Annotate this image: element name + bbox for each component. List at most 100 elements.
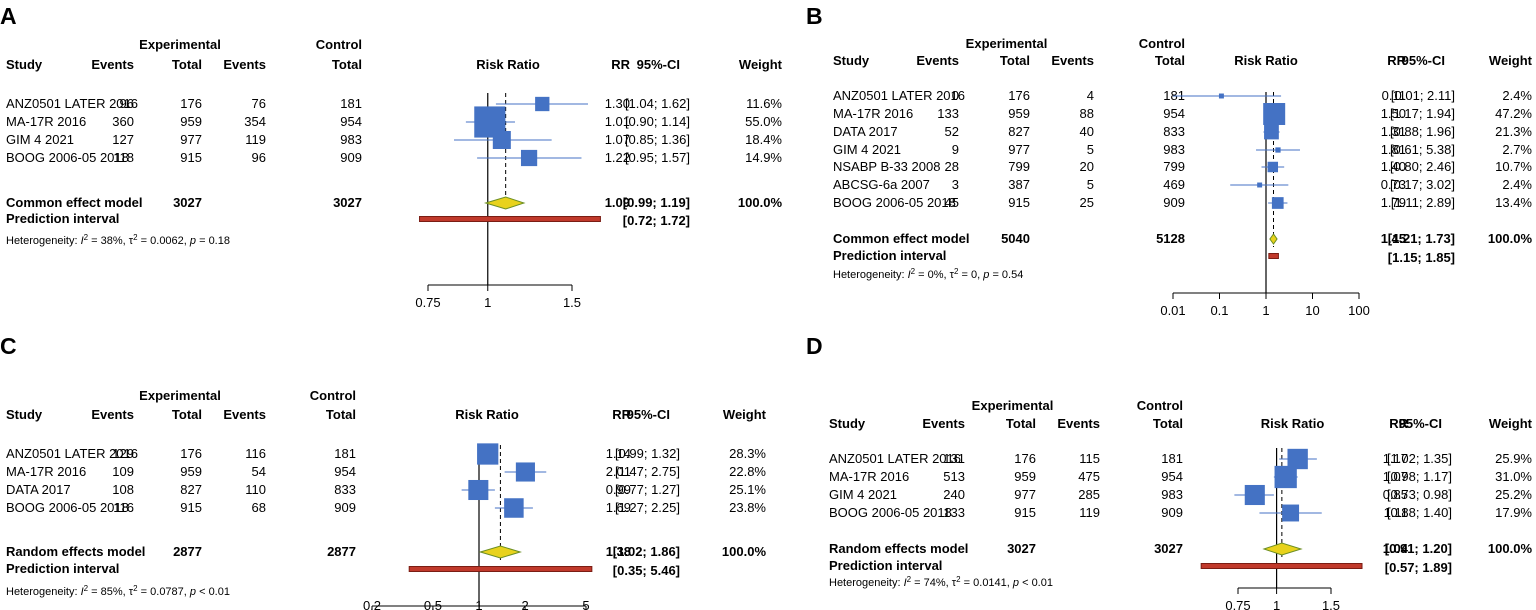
rr-value: 1.50 [1381, 106, 1406, 121]
effect-square [1263, 103, 1286, 125]
exp-total: 799 [1008, 159, 1030, 174]
ci-value: [0.01; 2.11] [1391, 88, 1455, 103]
effect-square [515, 462, 535, 482]
weight-value: 21.3% [1495, 124, 1532, 139]
heterogeneity-text: Heterogeneity: I2 = 74%, τ2 = 0.0141, p … [829, 575, 1053, 590]
weight-value: 47.2% [1495, 106, 1532, 121]
heterogeneity-part: 2 [133, 233, 138, 242]
ci-value: [1.47; 2.75] [615, 464, 680, 479]
x-tick-label: 10 [1305, 303, 1319, 318]
rr-value: 1.11 [1384, 505, 1408, 520]
prediction-interval-bar [1268, 253, 1279, 259]
ctl-total: 983 [340, 132, 362, 147]
exp-total: 959 [180, 464, 202, 479]
panel-letter: D [806, 333, 823, 359]
study-name: MA-17R 2016 [6, 114, 86, 129]
study-name: GIM 4 2021 [6, 132, 74, 147]
study-name: MA-17R 2016 [6, 464, 86, 479]
pooled-rr: 1.04 [1383, 541, 1409, 556]
heterogeneity-part: I [904, 577, 907, 589]
header-study: Study [6, 57, 43, 72]
header-ctl-total: Total [1153, 416, 1183, 431]
exp-total: 387 [1008, 177, 1030, 192]
header-exp-events: Events [91, 407, 134, 422]
x-tick-label: 2 [521, 598, 528, 610]
prediction-interval-bar [1200, 563, 1363, 569]
pooled-ci: [0.99; 1.19] [623, 195, 690, 210]
exp-events: 108 [112, 482, 134, 497]
exp-events: 116 [113, 500, 134, 515]
exp-events: 9 [952, 142, 959, 157]
ci-value: [1.17; 1.94] [1390, 106, 1455, 121]
weight-value: 13.4% [1495, 195, 1532, 210]
x-tick-label: 1 [1273, 598, 1280, 610]
rr-value: 0.99 [606, 482, 631, 497]
x-tick-label: 0.1 [1210, 303, 1228, 318]
weight-value: 2.7% [1502, 142, 1532, 157]
weight-value: 25.1% [729, 482, 766, 497]
prediction-interval-bar [408, 566, 593, 572]
effect-square [1287, 448, 1308, 470]
exp-total: 827 [1008, 124, 1030, 139]
heterogeneity-part: τ [129, 586, 134, 598]
ci-value: [0.95; 1.57] [625, 150, 690, 165]
exp-events: 45 [945, 195, 959, 210]
x-tick-label: 0.75 [1225, 598, 1250, 610]
ctl-total: 983 [1163, 142, 1185, 157]
exp-events: 133 [937, 106, 959, 121]
heterogeneity-part: < 0.01 [196, 586, 230, 598]
ctl-total: 983 [1161, 487, 1183, 502]
ci-value: [0.90; 1.14] [625, 114, 690, 129]
ctl-events: 76 [252, 96, 266, 111]
prediction-interval-bar [419, 216, 601, 222]
effect-square [1275, 147, 1281, 153]
panel-letter: C [0, 333, 17, 359]
header-experimental: Experimental [972, 398, 1054, 413]
effect-square [1244, 484, 1265, 506]
heterogeneity-part: 2 [84, 233, 89, 242]
prediction-label: Prediction interval [6, 211, 119, 226]
rr-value: 1.40 [1381, 159, 1406, 174]
ctl-events: 116 [245, 446, 266, 461]
effect-square [492, 130, 511, 150]
study-name: ABCSG-6a 2007 [833, 177, 930, 192]
header-control: Control [310, 388, 356, 403]
forest-panel-a: A Experimental Control Study Events Total Even… [0, 3, 783, 310]
header-exp-events: Events [91, 57, 134, 72]
ctl-total: 954 [334, 464, 356, 479]
prediction-ci: [1.15; 1.85] [1388, 250, 1455, 265]
pooled-weight: 100.0% [1488, 231, 1533, 246]
heterogeneity-part: Heterogeneity: [829, 577, 904, 589]
heterogeneity-part: Heterogeneity: [6, 586, 81, 598]
heterogeneity-part: = 0.54 [989, 269, 1023, 281]
header-experimental: Experimental [139, 37, 221, 52]
heterogeneity-part: = 0.0062, [138, 235, 190, 247]
weight-value: 2.4% [1502, 88, 1532, 103]
rr-value: 0.85 [1383, 487, 1408, 502]
header-rr: RR [612, 407, 631, 422]
x-tick-label: 0.5 [424, 598, 442, 610]
ctl-events: 115 [1079, 451, 1100, 466]
pooled-rr: 1.38 [606, 544, 631, 559]
pooled-ci: [0.91; 1.20] [1385, 541, 1452, 556]
heterogeneity-part: = 38%, [88, 235, 129, 247]
pooled-ctl-total: 2877 [327, 544, 356, 559]
ci-value: [1.11; 2.89] [1391, 195, 1455, 210]
header-control: Control [1139, 36, 1185, 51]
exp-total: 959 [180, 114, 202, 129]
pooled-diamond [1262, 542, 1303, 556]
heterogeneity-part: p [189, 586, 196, 598]
header-study: Study [829, 416, 866, 431]
pooled-diamond [478, 545, 522, 559]
header-ci: 95%-CI [637, 57, 680, 72]
weight-value: 31.0% [1495, 469, 1532, 484]
weight-value: 23.8% [729, 500, 766, 515]
pooled-label: Common effect model [6, 195, 143, 210]
effect-square [1282, 504, 1300, 522]
heterogeneity-part: p [189, 235, 196, 247]
study-name: MA-17R 2016 [829, 469, 909, 484]
study-name: GIM 4 2021 [833, 142, 901, 157]
exp-total: 915 [1008, 195, 1030, 210]
x-tick-label: 100 [1348, 303, 1370, 318]
weight-value: 25.2% [1495, 487, 1532, 502]
